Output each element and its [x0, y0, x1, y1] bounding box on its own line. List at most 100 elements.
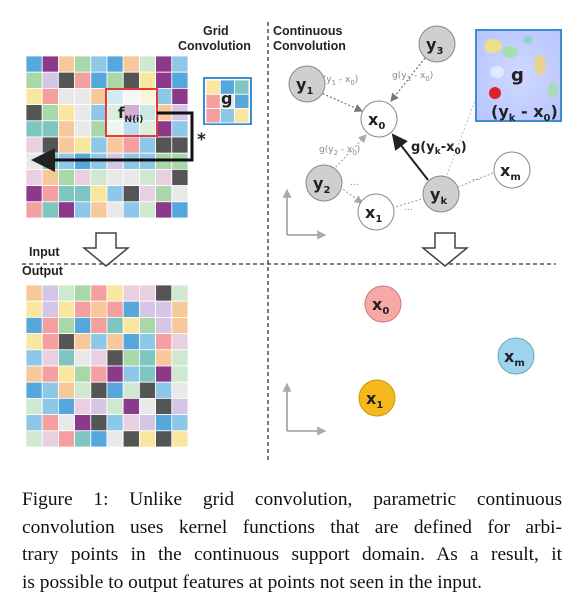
input-grid-cell: [155, 136, 173, 154]
output-grid-cell: [155, 316, 173, 334]
svg-text:x1: x1: [365, 203, 382, 225]
edge-yk-x0: [391, 133, 429, 181]
input-grid-cell: [106, 168, 124, 186]
output-grid-cell: [171, 284, 189, 302]
output-grid-cell: [106, 414, 124, 432]
output-grid-cell: [41, 397, 59, 415]
input-grid-cell: [106, 136, 124, 154]
output-grid-cell: [122, 430, 140, 448]
svg-text:xm: xm: [500, 161, 521, 183]
node-y3: y3: [418, 25, 456, 63]
node-xm: xm: [493, 151, 531, 189]
input-grid-cell: [25, 201, 43, 219]
kernel-grid-cell: [234, 79, 250, 95]
caption-line-3: trary points in the continuous support d…: [22, 544, 562, 565]
input-grid-cell: [122, 136, 140, 154]
output-grid-cell: [155, 300, 173, 318]
input-grid-cell: [74, 185, 92, 203]
output-grid-cell: [74, 381, 92, 399]
inset-g-label: g: [511, 65, 524, 86]
output-grid-cell: [138, 381, 156, 399]
input-grid-cell: [171, 55, 189, 73]
output-grid-cell: [41, 365, 59, 383]
left-down-arrow: [81, 232, 131, 267]
output-grid-cell: [25, 381, 43, 399]
output-point-xm: xm: [497, 337, 535, 375]
output-grid-cell: [122, 381, 140, 399]
output-grid-cell: [171, 430, 189, 448]
input-grid-cell: [41, 104, 59, 122]
output-grid-cell: [74, 414, 92, 432]
output-grid-cell: [25, 349, 43, 367]
output-grid-cell: [138, 349, 156, 367]
input-grid-cell: [155, 55, 173, 73]
edge-yk-x1: [394, 197, 426, 208]
ellipsis-3: ...: [472, 173, 481, 183]
input-grid-cell: [58, 120, 76, 138]
output-grid-cell: [138, 316, 156, 334]
output-grid-cell: [138, 397, 156, 415]
output-grid-cell: [25, 430, 43, 448]
output-grid-cell: [106, 284, 124, 302]
kernel-grid-cell: [234, 93, 250, 110]
input-grid-cell: [58, 88, 76, 106]
output-grid-cell: [106, 316, 124, 334]
axes-bottom: [282, 382, 327, 436]
input-grid-cell: [90, 88, 108, 106]
input-grid-cell: [106, 55, 124, 73]
input-grid-cell: [74, 55, 92, 73]
output-grid-cell: [58, 300, 76, 318]
input-grid-cell: [106, 185, 124, 203]
output-grid-cell: [138, 414, 156, 432]
input-grid-cell: [155, 120, 173, 138]
input-grid-cell: [122, 55, 140, 73]
input-grid-cell: [90, 104, 108, 122]
output-grid-cell: [155, 284, 173, 302]
input-grid-cell: [25, 88, 43, 106]
input-grid-cell: [41, 201, 59, 219]
figure-diagram: Grid Convolution Continuous Convolution …: [22, 22, 562, 462]
input-grid-cell: [74, 104, 92, 122]
output-grid-cell: [58, 284, 76, 302]
axes-top: [282, 188, 327, 240]
output-grid-cell: [25, 333, 43, 351]
input-grid-cell: [41, 55, 59, 73]
output-grid-cell: [122, 316, 140, 334]
node-y1: y1: [288, 65, 326, 103]
caption-line-4: is possible to output features at points…: [22, 571, 482, 593]
input-label: Input: [29, 245, 60, 259]
output-grid-cell: [74, 430, 92, 448]
output-grid-cell: [41, 333, 59, 351]
output-grid-cell: [74, 397, 92, 415]
output-grid-cell: [155, 349, 173, 367]
input-grid-cell: [74, 120, 92, 138]
input-grid-cell: [90, 120, 108, 138]
caption-line-1: Figure 1: Unlike grid convolution, param…: [22, 489, 562, 510]
grid-convolution-label-2: Convolution: [178, 39, 251, 53]
input-grid-cell: [155, 201, 173, 219]
figure-caption: Figure 1: Unlike grid convolution, param…: [22, 486, 562, 596]
output-grid-cell: [155, 333, 173, 351]
output-grid-cell: [155, 430, 173, 448]
output-grid-cell: [58, 333, 76, 351]
input-grid-cell: [25, 71, 43, 89]
output-grid-cell: [41, 300, 59, 318]
input-grid-cell: [171, 120, 189, 138]
output-grid-cell: [171, 333, 189, 351]
kernel-grid-cell: [205, 108, 221, 124]
input-grid-cell: [74, 88, 92, 106]
input-grid-cell: [74, 136, 92, 154]
ellipsis-2: ...: [404, 203, 413, 213]
output-grid-cell: [106, 349, 124, 367]
edge-y2-x1: [339, 186, 363, 204]
input-grid-cell: [122, 71, 140, 89]
input-grid-cell: [171, 88, 189, 106]
output-grid-cell: [74, 349, 92, 367]
output-grid-cell: [90, 349, 108, 367]
output-grid-cell: [106, 333, 124, 351]
input-grid-cell: [74, 168, 92, 186]
right-down-arrow: [420, 232, 470, 267]
input-grid-cell: [122, 168, 140, 186]
output-grid-cell: [138, 284, 156, 302]
node-x1: x1: [357, 193, 395, 231]
